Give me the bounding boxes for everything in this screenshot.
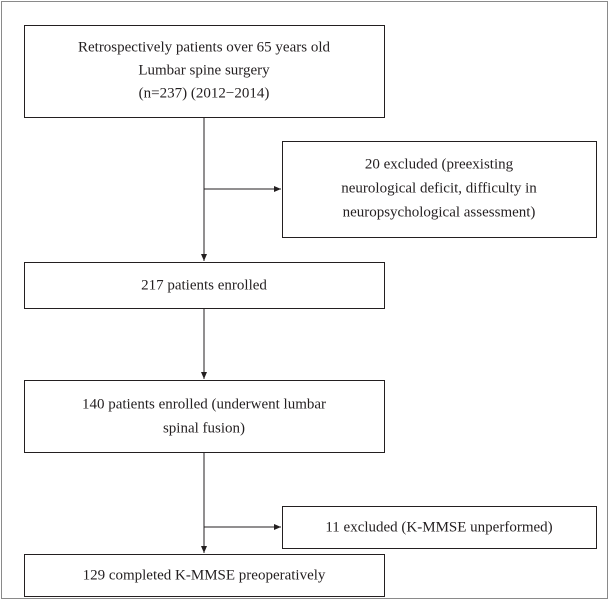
- box-text: spinal fusion): [163, 420, 245, 436]
- box: [282, 506, 597, 549]
- box: [24, 380, 385, 453]
- box-text: neuropsychological assessment): [343, 204, 536, 220]
- box-text: 20 excluded (preexisting: [365, 156, 514, 172]
- box: [282, 141, 597, 238]
- box-text: Retrospectively patients over 65 years o…: [78, 39, 331, 55]
- box-text: (n=237) (2012−2014): [139, 85, 270, 101]
- box-text: 217 patients enrolled: [141, 277, 267, 293]
- box: [24, 554, 385, 597]
- box: [24, 262, 385, 309]
- box-text: 140 patients enrolled (underwent lumbar: [82, 396, 326, 412]
- box-text: 129 completed K-MMSE preoperatively: [83, 567, 326, 583]
- box-text: neurological deficit, difficulty in: [341, 180, 537, 196]
- box: [24, 25, 385, 118]
- box-text: 11 excluded (K-MMSE unperformed): [325, 519, 552, 535]
- box-text: Lumbar spine surgery: [138, 62, 270, 78]
